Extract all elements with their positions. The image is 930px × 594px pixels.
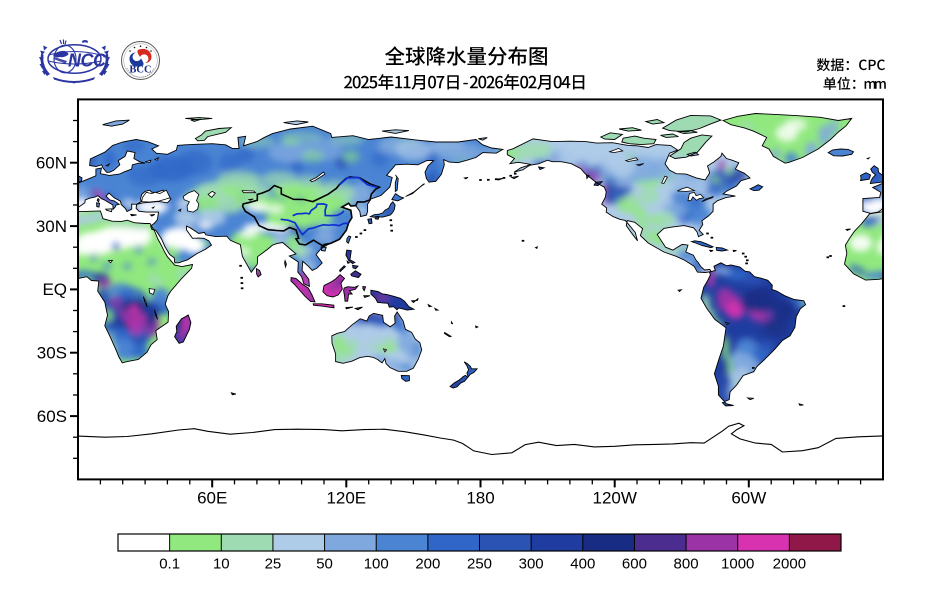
svg-text:120E: 120E	[326, 489, 366, 508]
svg-text:50: 50	[316, 556, 333, 573]
svg-text:60E: 60E	[197, 489, 227, 508]
svg-text:10: 10	[213, 556, 230, 573]
svg-text:0.1: 0.1	[159, 556, 180, 573]
svg-text:EQ: EQ	[42, 280, 67, 299]
svg-text:60N: 60N	[36, 154, 67, 173]
svg-text:100: 100	[364, 556, 389, 573]
svg-text:NCC: NCC	[68, 51, 107, 71]
svg-text:60W: 60W	[731, 489, 766, 508]
svg-text:60S: 60S	[37, 407, 67, 426]
svg-text:2000: 2000	[773, 556, 806, 573]
svg-text:120W: 120W	[592, 489, 636, 508]
svg-text:180: 180	[466, 489, 494, 508]
svg-text:250: 250	[467, 556, 492, 573]
svg-text:200: 200	[415, 556, 440, 573]
svg-text:25: 25	[265, 556, 282, 573]
svg-text:800: 800	[674, 556, 699, 573]
svg-text:400: 400	[570, 556, 595, 573]
svg-text:BCC: BCC	[129, 65, 151, 76]
svg-text:1000: 1000	[721, 556, 754, 573]
svg-text:300: 300	[519, 556, 544, 573]
svg-text:30N: 30N	[36, 217, 67, 236]
svg-text:30S: 30S	[37, 344, 67, 363]
svg-text:600: 600	[622, 556, 647, 573]
